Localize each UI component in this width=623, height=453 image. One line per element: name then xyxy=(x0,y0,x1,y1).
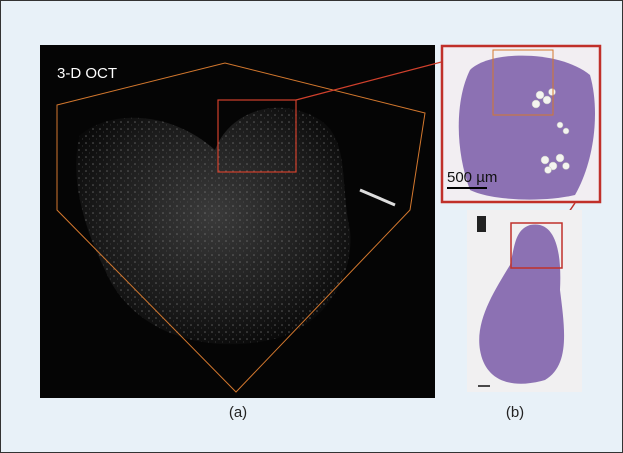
caption: (b) xyxy=(506,404,524,421)
caption: (a) xyxy=(229,404,247,421)
histology-whole xyxy=(467,210,582,392)
figure: 3-D OCT (a) 500 µm (b) xyxy=(0,0,623,453)
histology-zoom: 500 µm xyxy=(441,45,601,203)
image-label: 3-D OCT xyxy=(57,65,117,82)
marker xyxy=(477,216,486,232)
scale-label: 500 µm xyxy=(447,169,497,186)
oct-panel: 3-D OCT xyxy=(40,45,495,398)
